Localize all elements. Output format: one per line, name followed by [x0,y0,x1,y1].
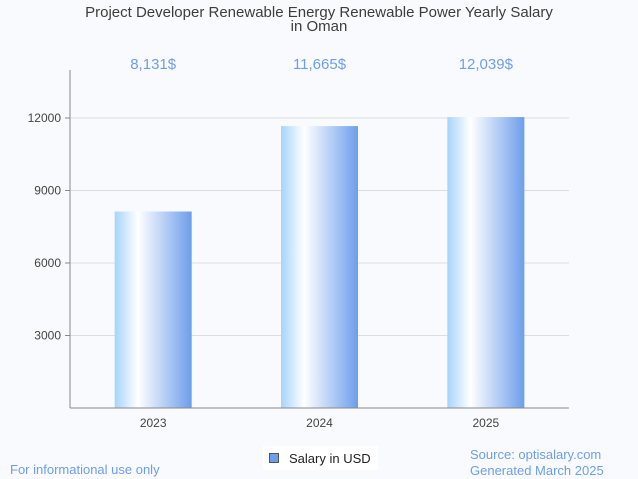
bar-2025 [447,117,525,409]
legend-swatch [269,453,279,463]
chart-title-line-2: in Oman [290,18,348,35]
disclaimer-text: For informational use only [10,462,160,477]
bar-2024 [281,126,358,409]
bar-2023 [114,211,192,408]
data-label: 12,039$ [459,56,514,73]
x-tick-label: 2025 [472,416,499,430]
x-tick-label: 2024 [306,416,333,430]
y-tick-label: 3000 [34,329,61,343]
data-label: 8,131$ [130,56,177,73]
y-tick-label: 6000 [34,256,61,270]
chart-title-line-1: Project Developer Renewable Energy Renew… [85,4,553,21]
y-tick-label: 12000 [28,111,62,125]
data-label: 11,665$ [293,56,347,73]
source-info: Source: optisalary.com Generated March 2… [470,447,604,479]
legend-label: Salary in USD [289,450,371,466]
y-tick-label: 9000 [34,184,61,198]
generated-text: Generated March 2025 [470,463,604,478]
source-text: Source: optisalary.com [470,447,602,462]
x-tick-label: 2023 [140,416,167,430]
legend: Salary in USD [263,446,378,470]
